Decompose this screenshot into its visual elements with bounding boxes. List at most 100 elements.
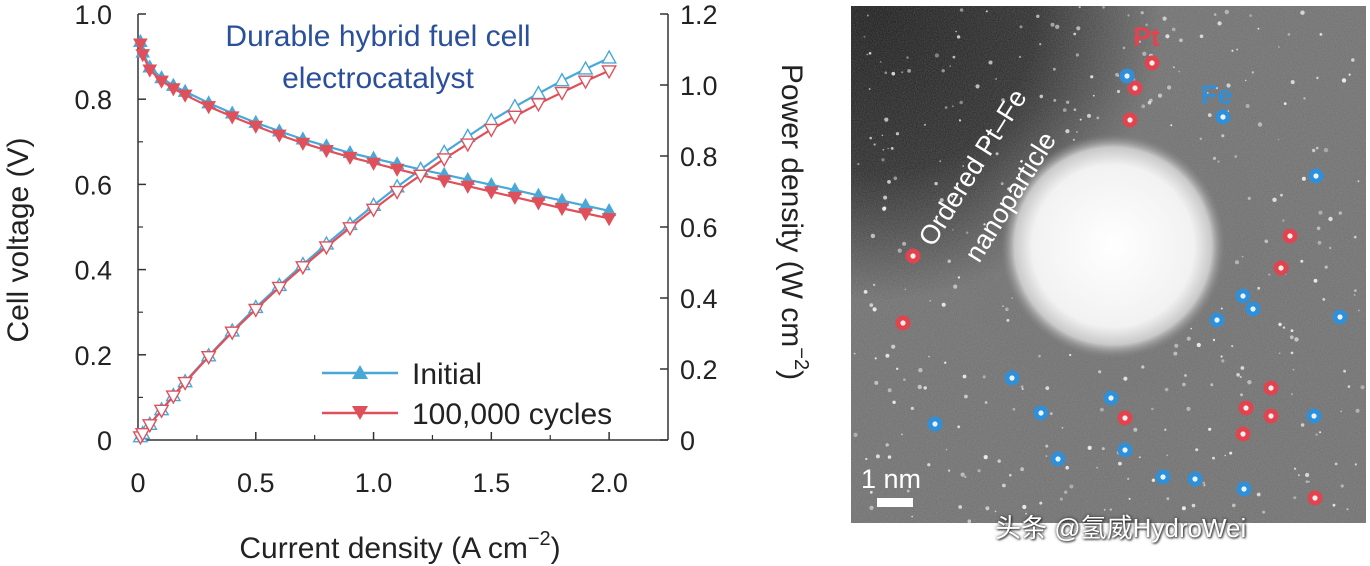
atom-speckle [1290,351,1294,355]
atom-speckle [1004,205,1007,209]
atom-speckle [1354,289,1357,292]
fe-atom [1209,312,1225,328]
atom-speckle [1145,23,1148,27]
atom-speckle [857,162,860,166]
atom-speckle [983,455,988,460]
atom-speckle [1157,93,1163,98]
atom-speckle [1313,278,1318,283]
atom-speckle [1212,156,1217,160]
y-right-tick-label: 0 [680,426,695,456]
voltage-point [154,75,169,89]
x-tick-label: 0 [130,468,145,498]
atom-speckle [906,489,910,493]
atom-speckle [1025,512,1027,515]
power-point [530,98,547,113]
atom-speckle [870,233,876,239]
atom-speckle [956,35,961,39]
atom-speckle [1343,369,1346,373]
atom-speckle [869,303,874,307]
atom-speckle [1012,407,1016,411]
atom-speckle [1324,265,1328,269]
atom-speckle [1165,34,1170,39]
power-point [134,428,151,443]
atom-speckle [1076,131,1078,133]
atom-speckle [982,375,986,379]
atom-speckle [874,380,879,385]
atom-speckle [1338,211,1342,215]
scale-bar [877,498,913,507]
atom-markers [895,55,1348,506]
pt-atom [1263,408,1279,424]
voltage-point [531,197,546,211]
voltage-point [484,186,499,200]
power-point [177,376,193,391]
atom-speckle [1045,444,1049,448]
atom-speckle [1115,72,1119,77]
atom-speckle [1231,49,1234,52]
atom-speckle [1353,294,1356,296]
power-point [530,85,547,100]
series-initial [132,33,617,443]
atom-speckle [868,52,872,55]
power-point [412,169,429,184]
legend-label-cycles: 100,000 cycles [412,398,612,431]
pt-atom [895,315,911,331]
x-tick-label: 1.0 [355,468,393,498]
y-right-tick-label: 0.6 [680,213,718,243]
atom-speckle [1049,412,1053,415]
voltage-point [272,129,287,143]
atom-speckle [929,299,931,302]
atom-speckle [1262,510,1266,514]
atom-speckle [902,241,907,246]
atom-speckle [884,117,889,122]
pt-atom [1238,400,1254,416]
power-point [577,60,594,75]
y-left-tick-label: 0.8 [74,85,112,115]
atom-speckle [957,425,961,429]
atom-speckle [1181,506,1186,511]
atom-speckle [1351,58,1355,62]
atom-speckle [1039,43,1042,46]
atom-speckle [893,176,898,181]
atom-speckle [1149,98,1153,103]
atom-speckle [1247,380,1252,385]
y-left-tick-label: 0 [97,426,112,456]
atom-speckle [887,455,892,459]
atom-speckle [941,302,946,307]
x-axis-label: Current density (A cm−2) [239,528,560,565]
atom-speckle [918,368,923,373]
atom-speckle [1283,102,1287,105]
atom-speckle [1210,383,1214,387]
power-point [271,281,288,296]
atom-speckle [995,78,997,80]
atom-speckle [1065,129,1070,134]
atom-speckle [1065,465,1069,470]
atom-speckle [901,433,903,436]
atom-speckle [934,181,938,186]
atom-speckle [1000,182,1004,186]
atom-speckle [967,519,972,523]
atom-speckle [873,143,876,146]
atom-speckle [1090,75,1094,79]
atom-speckle [1078,6,1081,9]
atom-speckle [895,132,900,136]
atom-speckle [1291,393,1293,395]
atom-speckle [887,180,891,184]
atom-speckle [1348,73,1351,76]
atom-speckle [881,158,885,162]
atom-speckle [891,71,896,76]
atom-speckle [1011,297,1013,299]
atom-speckle [944,361,947,364]
atom-speckle [1257,122,1263,127]
atom-speckle [1353,235,1357,239]
atom-speckle [984,401,988,404]
atom-speckle [1186,406,1191,411]
atom-speckle [1257,27,1260,30]
power-point [483,123,500,138]
atom-speckle [964,475,967,479]
atom-speckle [1173,351,1178,356]
atom-speckle [866,14,869,17]
atom-speckle [1347,385,1351,388]
atom-speckle [1138,456,1141,459]
atom-speckle [1294,337,1299,342]
